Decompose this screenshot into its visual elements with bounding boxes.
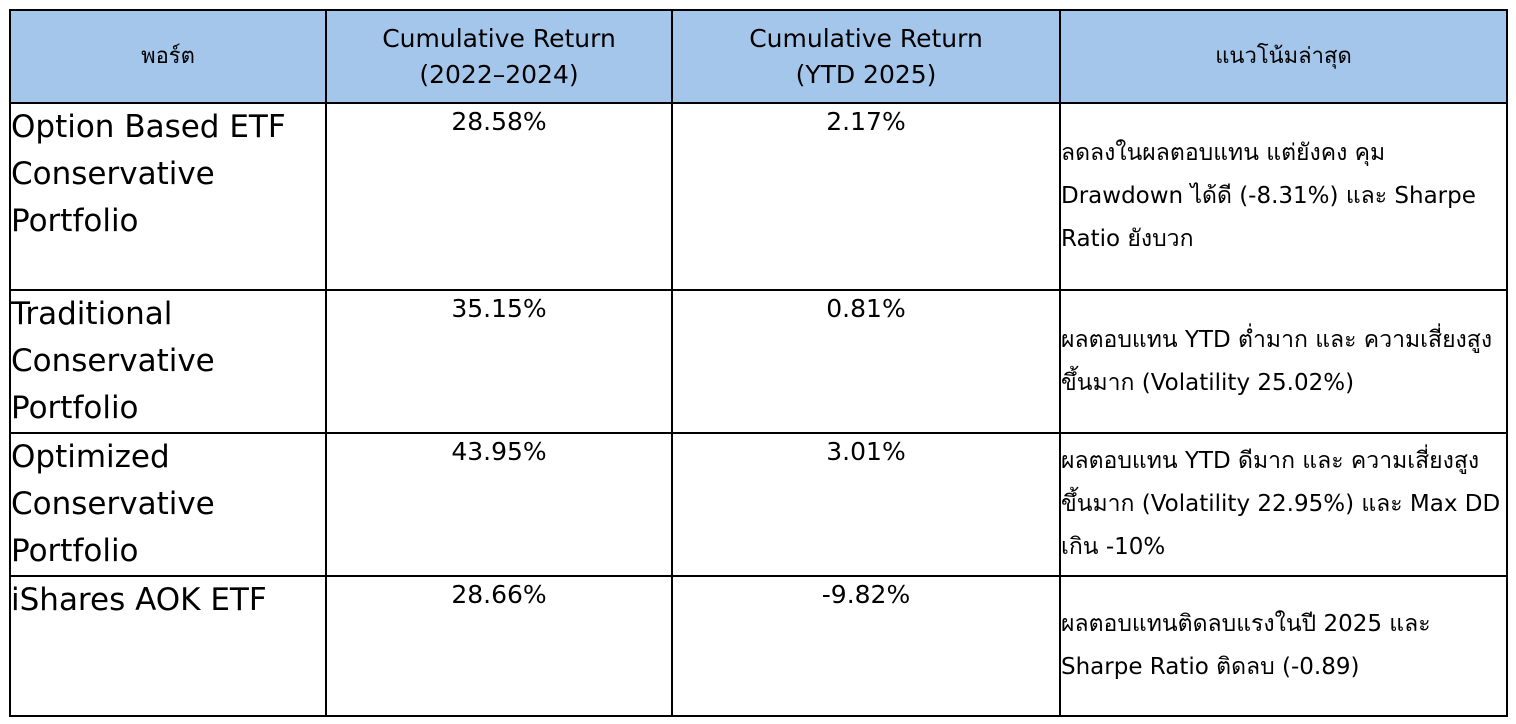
trend-cell: ผลตอบแทน YTD ดีมาก และ ความเสี่ยงสูงขึ้น… [1059, 432, 1508, 577]
header-trend-label: แนวโน้มล่าสุด [1215, 43, 1352, 69]
portfolio-name-cell: iShares AOK ETF [9, 575, 327, 717]
return-ytd-2025-cell: 0.81% [671, 289, 1061, 434]
return-2022-2024-cell: 43.95% [325, 432, 673, 577]
portfolio-name-cell: Optimized Conservative Portfolio [9, 432, 327, 577]
header-cumulative-return-ytd-2025: Cumulative Return (YTD 2025) [671, 9, 1061, 104]
table-row: Optimized Conservative Portfolio 43.95% … [9, 432, 1508, 577]
header-line1: Cumulative Return [382, 23, 616, 53]
trend-cell: ผลตอบแทนติดลบแรงในปี 2025 และ Sharpe Rat… [1059, 575, 1508, 717]
header-portfolio: พอร์ต [9, 9, 327, 104]
return-2022-2024-cell: 28.66% [325, 575, 673, 717]
header-portfolio-label: พอร์ต [141, 43, 195, 69]
portfolio-name-cell: Traditional Conservative Portfolio [9, 289, 327, 434]
trend-cell: ผลตอบแทน YTD ต่ำมาก และ ความเสี่ยงสูงขึ้… [1059, 289, 1508, 434]
trend-cell: ลดลงในผลตอบแทน แต่ยังคง คุม Drawdown ได้… [1059, 102, 1508, 291]
return-2022-2024-cell: 28.58% [325, 102, 673, 291]
header-line2: (YTD 2025) [795, 59, 937, 89]
return-ytd-2025-cell: 2.17% [671, 102, 1061, 291]
portfolio-name-cell: Option Based ETF Conservative Portfolio [9, 102, 327, 291]
table-row: Option Based ETF Conservative Portfolio … [9, 102, 1508, 291]
header-cumulative-return-2022-2024: Cumulative Return (2022–2024) [325, 9, 673, 104]
header-line1: Cumulative Return [749, 23, 983, 53]
table-row: iShares AOK ETF 28.66% -9.82% ผลตอบแทนติ… [9, 575, 1508, 717]
return-2022-2024-cell: 35.15% [325, 289, 673, 434]
portfolio-comparison-table: พอร์ต Cumulative Return (2022–2024) Cumu… [9, 9, 1508, 717]
table-header-row: พอร์ต Cumulative Return (2022–2024) Cumu… [9, 9, 1508, 104]
return-ytd-2025-cell: -9.82% [671, 575, 1061, 717]
header-latest-trend: แนวโน้มล่าสุด [1059, 9, 1508, 104]
header-line2: (2022–2024) [419, 59, 579, 89]
table-row: Traditional Conservative Portfolio 35.15… [9, 289, 1508, 434]
return-ytd-2025-cell: 3.01% [671, 432, 1061, 577]
